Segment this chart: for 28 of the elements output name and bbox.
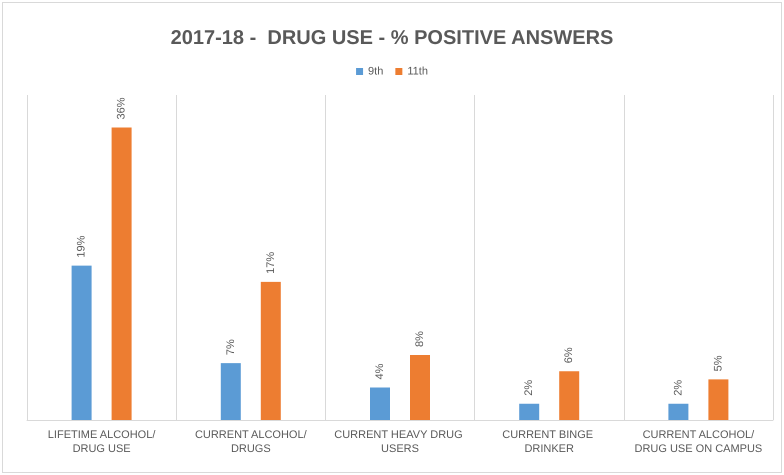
data-label: 17% [264,252,277,274]
x-tick-label: CURRENT HEAVY DRUG USERS [334,429,466,455]
data-label: 2% [672,380,684,396]
bar [668,404,688,420]
bar [112,128,132,420]
data-label: 8% [414,330,426,347]
data-label: 2% [523,380,536,396]
bar [72,266,92,420]
legend-label: 11th [407,66,428,78]
bar [519,404,540,420]
chart-title: 2017-18 - DRUG USE - % POSITIVE ANSWERS [170,27,614,49]
data-label: 36% [116,97,128,120]
data-label: 7% [224,339,237,356]
legend-label: 9th [368,66,384,78]
x-tick-label: CURRENT ALCOHOL/DRUGS [194,429,308,455]
bar [708,379,728,420]
bar [370,388,390,420]
x-tick-label: CURRENT ALCOHOL/DRUG USE ON CAMPUS [634,429,762,455]
bar [220,363,241,420]
data-label: 5% [712,355,724,372]
bar [260,282,281,420]
bar [410,355,430,420]
data-label: 4% [374,363,386,380]
bar [559,371,580,420]
x-tick-label: CURRENT BINGE DRINKER [502,429,596,455]
x-tick-label: LIFETIME ALCOHOL/DRUG USE [48,429,156,455]
data-label: 6% [563,347,576,364]
data-label: 19% [76,235,88,258]
